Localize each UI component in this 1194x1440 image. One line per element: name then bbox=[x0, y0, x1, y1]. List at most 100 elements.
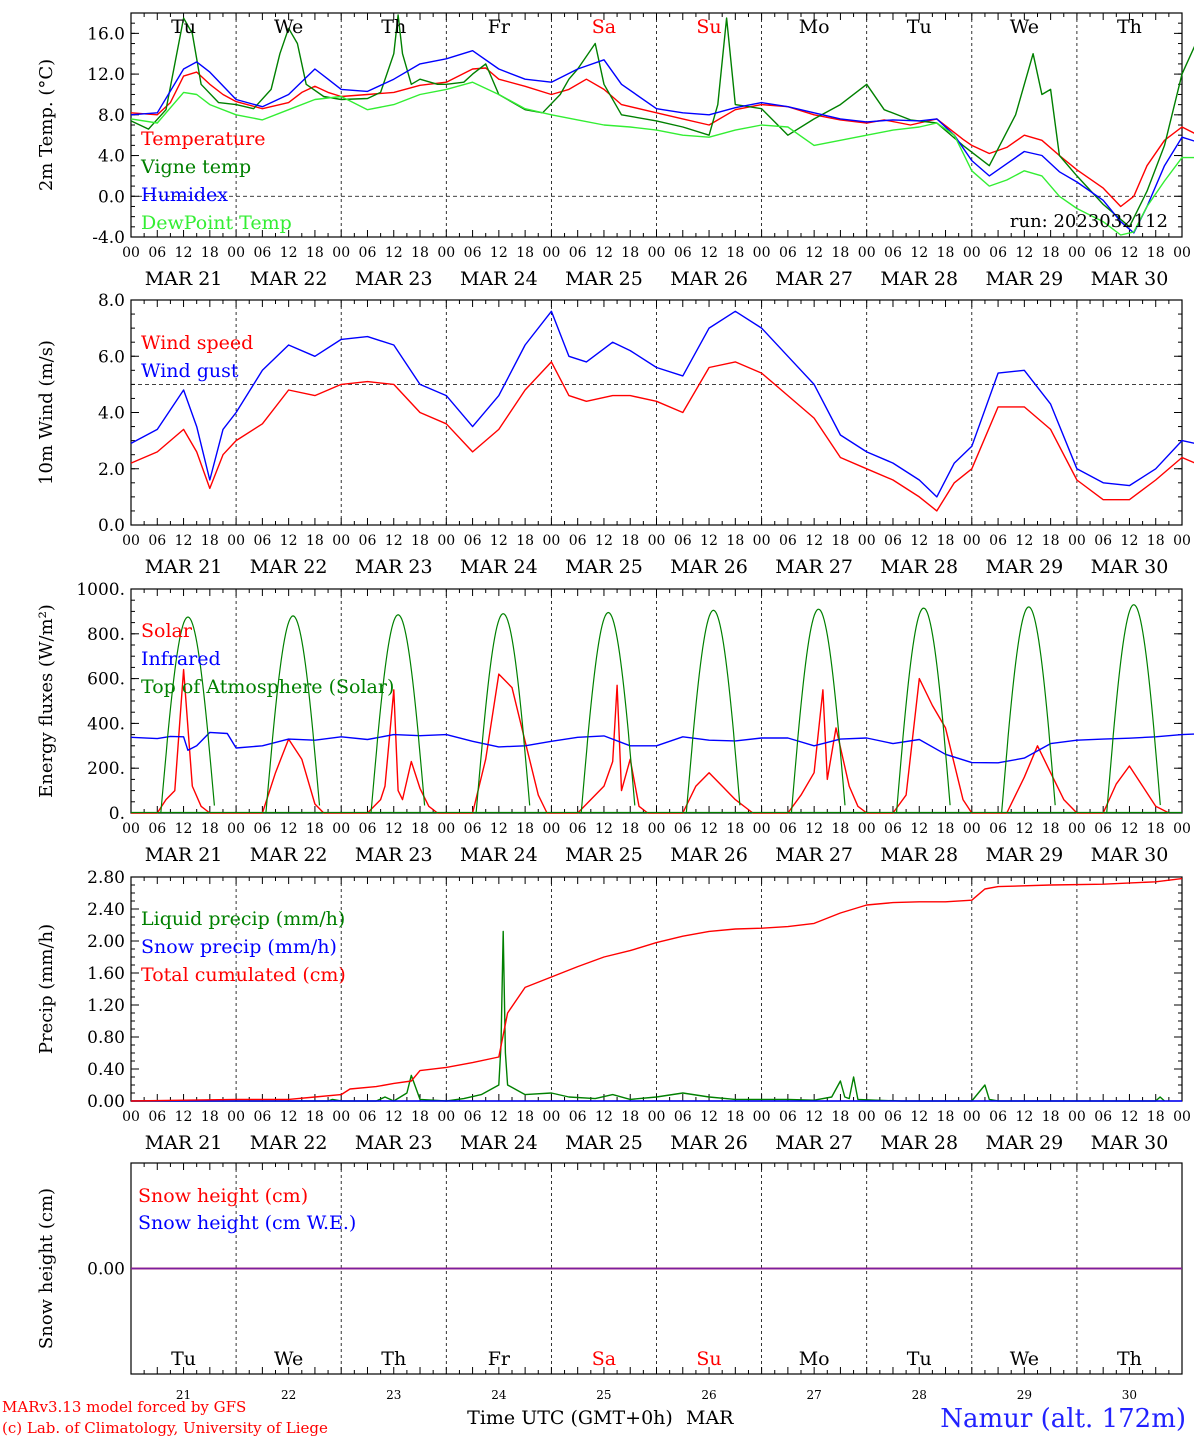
y-axis-label: Precip (mm/h) bbox=[36, 924, 57, 1054]
x-hour-label: 06 bbox=[1094, 821, 1112, 837]
y-axis-label: Snow height (cm) bbox=[36, 1188, 57, 1349]
day-number-label: 26 bbox=[701, 1388, 716, 1402]
y-tick-label: 16.0 bbox=[87, 24, 125, 44]
series-line-1 bbox=[130, 67, 1194, 208]
day-number-label: 22 bbox=[281, 1388, 296, 1402]
x-hour-label: 00 bbox=[648, 245, 666, 261]
x-hour-label: 00 bbox=[858, 821, 876, 837]
day-of-week-label: We bbox=[274, 16, 303, 38]
x-hour-label: 12 bbox=[280, 245, 298, 261]
panel-5: 0.00 Snow height (cm) Snow height (cm) Snow… bbox=[36, 1162, 1183, 1429]
y-tick-label: 8.0 bbox=[98, 291, 125, 311]
panel-2: 0.0 2.0 4.0 6.0 8.0 10m Wind (m/s) 00 06 12 18 MAR… bbox=[36, 291, 1194, 578]
x-hour-label: 06 bbox=[464, 1109, 482, 1125]
x-hour-label: 00 bbox=[437, 1109, 455, 1125]
x-hour-label: 06 bbox=[359, 1109, 377, 1125]
y-tick-label: 0.00 bbox=[87, 1260, 125, 1280]
x-hour-label: 18 bbox=[832, 821, 850, 837]
x-hour-label: 06 bbox=[148, 245, 166, 261]
x-hour-label: 12 bbox=[700, 245, 718, 261]
x-hour-label: 00 bbox=[542, 1109, 560, 1125]
series-line-toa-solar bbox=[370, 614, 426, 814]
x-hour-label: 12 bbox=[1015, 245, 1033, 261]
x-date-label: MAR 23 bbox=[355, 268, 433, 290]
x-hour-label: 00 bbox=[1068, 533, 1086, 549]
x-date-label: MAR 30 bbox=[1091, 556, 1169, 578]
panel-4: 0.00 0.40 0.80 1.20 1.60 2.00 2.40 2.80 Precip (… bbox=[36, 868, 1191, 1154]
x-hour-label: 06 bbox=[1094, 1109, 1112, 1125]
x-hour-label: 06 bbox=[464, 245, 482, 261]
x-hour-label: 00 bbox=[648, 1109, 666, 1125]
y-tick-label: 0. bbox=[109, 804, 125, 824]
x-hour-label: 18 bbox=[1042, 533, 1060, 549]
x-hour-label: 00 bbox=[332, 1109, 350, 1125]
x-date-label: MAR 29 bbox=[985, 1132, 1063, 1154]
legend-entry: Infrared bbox=[141, 648, 221, 670]
x-hour-label: 06 bbox=[359, 821, 377, 837]
x-hour-label: 18 bbox=[832, 1109, 850, 1125]
x-date-label: MAR 27 bbox=[775, 556, 853, 578]
x-hour-label: 18 bbox=[621, 245, 639, 261]
x-hour-label: 06 bbox=[464, 533, 482, 549]
series-line-1 bbox=[130, 361, 1194, 512]
x-hour-label: 12 bbox=[595, 821, 613, 837]
x-hour-label: 06 bbox=[569, 821, 587, 837]
y-tick-label: 1.20 bbox=[87, 996, 125, 1016]
x-hour-label: 06 bbox=[464, 821, 482, 837]
y-tick-label: -4.0 bbox=[92, 228, 125, 248]
x-hour-label: 18 bbox=[1147, 821, 1165, 837]
x-hour-label: 18 bbox=[201, 533, 219, 549]
y-axis-label: 2m Temp. (°C) bbox=[36, 59, 57, 191]
x-hour-label: 00 bbox=[1068, 245, 1086, 261]
legend-entry: Top of Atmosphere (Solar) bbox=[141, 676, 394, 698]
series-line-toa-solar bbox=[160, 616, 215, 814]
day-of-week-label: Sa bbox=[592, 1348, 616, 1370]
x-hour-label: 12 bbox=[385, 533, 403, 549]
x-hour-label: 00 bbox=[963, 821, 981, 837]
y-tick-label: 0.40 bbox=[87, 1060, 125, 1080]
x-hour-label: 12 bbox=[175, 1109, 193, 1125]
x-hour-label: 00 bbox=[753, 245, 771, 261]
station-name: Namur (alt. 172m) bbox=[940, 1404, 1186, 1434]
series-line-toa-solar bbox=[895, 607, 951, 814]
x-date-label: MAR 25 bbox=[565, 1132, 643, 1154]
y-tick-label: 0.0 bbox=[98, 516, 125, 536]
x-hour-label: 00 bbox=[1173, 821, 1191, 837]
x-hour-label: 00 bbox=[122, 533, 140, 549]
x-date-label: MAR 26 bbox=[670, 844, 748, 866]
day-of-week-label: We bbox=[274, 1348, 303, 1370]
series-line-2 bbox=[130, 731, 1194, 764]
x-date-label: MAR 26 bbox=[670, 268, 748, 290]
x-date-label: MAR 28 bbox=[880, 1132, 958, 1154]
day-of-week-label: Th bbox=[1117, 1348, 1142, 1370]
x-hour-label: 12 bbox=[385, 245, 403, 261]
x-hour-label: 12 bbox=[1121, 1109, 1139, 1125]
x-date-label: MAR 24 bbox=[460, 556, 538, 578]
x-hour-label: 12 bbox=[490, 245, 508, 261]
x-hour-label: 18 bbox=[516, 533, 534, 549]
series-line-toa-solar bbox=[1001, 606, 1056, 814]
x-hour-label: 12 bbox=[595, 1109, 613, 1125]
x-hour-label: 18 bbox=[411, 245, 429, 261]
x-hour-label: 12 bbox=[1121, 821, 1139, 837]
x-date-label: MAR 22 bbox=[250, 268, 328, 290]
credit-model: MARv3.13 model forced by GFS bbox=[2, 1398, 247, 1416]
x-hour-label: 06 bbox=[884, 821, 902, 837]
x-hour-label: 18 bbox=[726, 821, 744, 837]
x-date-label: MAR 29 bbox=[985, 556, 1063, 578]
x-hour-label: 18 bbox=[1042, 245, 1060, 261]
x-hour-label: 00 bbox=[332, 821, 350, 837]
series-line-toa-solar bbox=[790, 608, 846, 814]
legend-entry: Snow height (cm W.E.) bbox=[138, 1212, 356, 1234]
x-hour-label: 12 bbox=[175, 821, 193, 837]
x-hour-label: 12 bbox=[910, 245, 928, 261]
x-axis-title: Time UTC (GMT+0h) bbox=[467, 1407, 673, 1429]
x-hour-label: 18 bbox=[726, 245, 744, 261]
x-hour-label: 18 bbox=[1147, 1109, 1165, 1125]
x-hour-label: 00 bbox=[1173, 1109, 1191, 1125]
day-of-week-label: Sa bbox=[592, 16, 616, 38]
x-date-label: MAR 21 bbox=[145, 844, 223, 866]
x-date-label: MAR 29 bbox=[985, 268, 1063, 290]
x-hour-label: 00 bbox=[122, 1109, 140, 1125]
